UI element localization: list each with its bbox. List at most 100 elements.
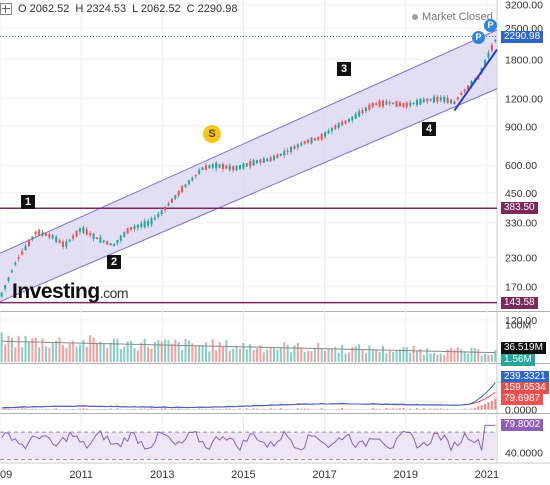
candle-body <box>204 165 207 171</box>
macd-hist-bar <box>31 408 34 410</box>
annotation-1[interactable]: 1 <box>21 195 35 209</box>
candle-body <box>412 102 415 105</box>
macd-hist-bar <box>477 406 480 410</box>
macd-hist-bar <box>490 400 493 410</box>
candle-body <box>225 165 228 169</box>
rsi-line <box>1 424 496 452</box>
volume-bar <box>147 346 150 362</box>
crosshair-icon[interactable] <box>0 3 12 15</box>
volume-bar <box>89 335 92 362</box>
volume-bar <box>24 335 27 362</box>
candle-body <box>388 102 391 104</box>
macd-hist-bar <box>395 408 398 410</box>
candle-body <box>419 98 422 105</box>
volume-bar <box>433 353 436 362</box>
y-tick-label: 230.00 <box>505 252 537 264</box>
volume-bar <box>412 345 415 362</box>
close-value: C 2290.98 <box>186 3 238 15</box>
macd-hist-bar <box>433 408 436 410</box>
x-tick-label: 2009 <box>0 469 12 481</box>
event-s-badge[interactable]: S <box>203 125 221 143</box>
macd-hist-bar <box>422 408 425 410</box>
macd-hist-bar <box>296 408 299 410</box>
candle-body <box>194 174 197 177</box>
candle-body <box>170 198 173 203</box>
candle-body <box>7 277 10 281</box>
candle-body <box>34 231 37 235</box>
volume-bar <box>307 350 310 362</box>
candle-body <box>174 194 177 199</box>
candle-body <box>375 103 378 106</box>
macd-hist-bar <box>181 408 184 410</box>
candle-body <box>235 165 238 171</box>
candle-body <box>398 102 402 107</box>
candle-body <box>330 127 333 132</box>
candle-body <box>65 241 68 247</box>
channel-upper-line <box>0 29 498 254</box>
candle-body <box>136 224 139 229</box>
volume-bar <box>313 347 316 362</box>
macd-hist-bar <box>177 408 180 410</box>
macd-hist-bar <box>398 408 402 410</box>
x-tick-label: 2013 <box>150 469 174 481</box>
candle-body <box>55 236 58 243</box>
volume-bar <box>187 340 190 362</box>
volume-bar <box>293 345 296 362</box>
macd-hist-bar <box>279 408 282 410</box>
candle-body <box>354 113 357 119</box>
candle-body <box>313 138 316 141</box>
candle-body <box>296 144 299 148</box>
volume-bar <box>235 345 238 362</box>
candle-body <box>266 158 269 162</box>
candle-body <box>78 228 82 232</box>
x-tick-label: 2021 <box>475 469 499 481</box>
x-tick-label: 2011 <box>69 469 93 481</box>
annotation-3[interactable]: 3 <box>337 62 351 76</box>
candle-body <box>191 177 194 181</box>
candle-body <box>215 162 218 169</box>
event-p-badge-2[interactable]: P <box>484 19 497 32</box>
candle-body <box>446 97 449 104</box>
volume-bar <box>279 347 282 362</box>
candle-body <box>153 217 156 220</box>
candle-body <box>361 110 364 114</box>
y-tick-label: 3200.00 <box>505 0 543 11</box>
volume-bar <box>487 355 490 362</box>
candle-body <box>167 203 170 206</box>
volume-bar <box>388 351 391 362</box>
candle-body <box>187 180 190 185</box>
candle-body <box>494 39 497 41</box>
macd-hist-bar <box>218 408 221 410</box>
macd-hist-bar <box>385 408 388 410</box>
volume-bar <box>65 347 68 362</box>
macd-hist-bar <box>484 403 487 410</box>
volume-bar <box>48 347 51 362</box>
candle-body <box>140 223 143 228</box>
volume-bar <box>181 350 184 362</box>
volume-bar <box>72 340 75 362</box>
event-p-badge[interactable]: P <box>472 31 485 44</box>
macd-hist-bar <box>17 408 20 410</box>
volume-bar <box>55 340 58 362</box>
candle-body <box>429 99 432 101</box>
level-tag-1: 383.50 <box>501 202 538 215</box>
annotation-2[interactable]: 2 <box>107 255 121 269</box>
volume-bar <box>130 340 133 362</box>
low-value: L 2062.52 <box>132 3 181 15</box>
candle-body <box>238 164 242 170</box>
volume-bar <box>484 353 487 362</box>
candle-body <box>17 257 20 259</box>
candle-body <box>283 150 286 156</box>
market-status: Market Closed <box>412 11 493 23</box>
candle-body <box>450 99 453 104</box>
macd-hist-bar <box>78 408 82 410</box>
macd-hist-bar <box>170 409 173 410</box>
volume-bar <box>34 337 37 362</box>
candle-body <box>269 157 272 162</box>
volume-bar <box>364 353 367 362</box>
annotation-4[interactable]: 4 <box>422 122 436 136</box>
candle-body <box>130 226 133 230</box>
candle-body <box>133 225 136 229</box>
volume-bar <box>310 351 313 362</box>
